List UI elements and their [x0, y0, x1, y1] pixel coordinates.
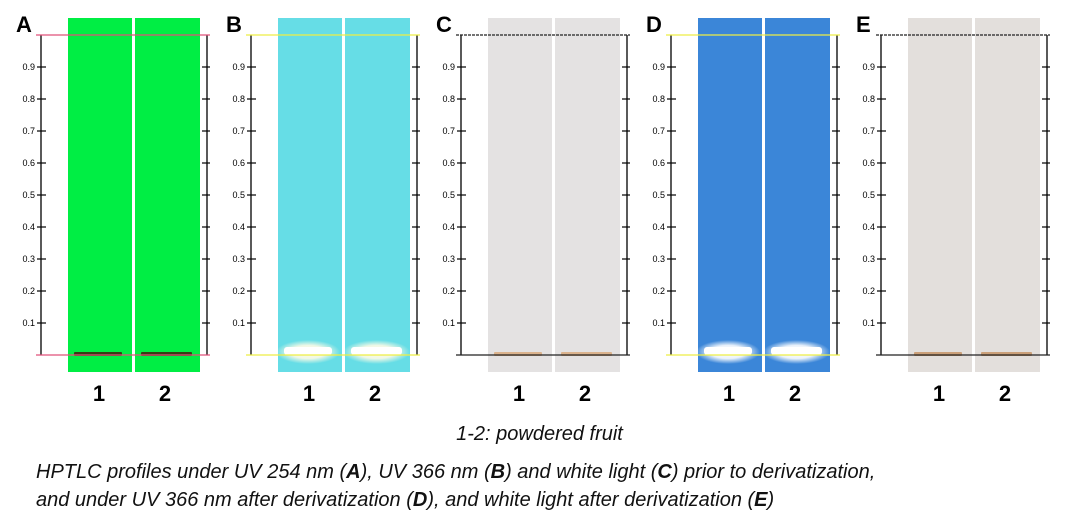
- rf-tick-label-left: 0.4: [442, 222, 455, 232]
- rf-tick-label-left: 0.1: [442, 318, 455, 328]
- rf-tick-label-left: 0.7: [652, 126, 665, 136]
- desc-letter: C: [657, 461, 672, 483]
- desc-text: ) and white light (: [505, 461, 658, 483]
- lane-label-2: 2: [578, 381, 592, 406]
- rf-tick-label-left: 0.4: [652, 222, 665, 232]
- rf-tick-label-left: 0.3: [652, 254, 665, 264]
- rf-tick-label-left: 0.2: [652, 286, 665, 296]
- rf-tick-label-left: 0.6: [652, 158, 665, 168]
- rf-tick-label-left: 0.6: [22, 158, 35, 168]
- rf-tick-label-left: 0.5: [232, 190, 245, 200]
- tlc-track-2: [555, 18, 620, 372]
- tlc-track-1: [278, 18, 342, 372]
- figure-description: HPTLC profiles under UV 254 nm (A), UV 3…: [36, 458, 1076, 514]
- panel-letter: C: [436, 12, 452, 37]
- desc-letter: E: [754, 489, 768, 511]
- rf-tick-label-left: 0.5: [652, 190, 665, 200]
- tlc-plate: [488, 18, 620, 372]
- rf-tick-label-left: 0.3: [862, 254, 875, 264]
- hptlc-panel-b: B0.10.10.20.20.30.30.40.40.50.50.60.60.7…: [210, 0, 420, 420]
- desc-letter: D: [412, 489, 428, 511]
- rf-tick-label-left: 0.9: [862, 62, 875, 72]
- rf-tick-label-left: 0.3: [22, 254, 35, 264]
- desc-text: ): [767, 489, 775, 511]
- rf-tick-label-left: 0.7: [442, 126, 455, 136]
- rf-tick-label-left: 0.8: [442, 94, 455, 104]
- lane-label-1: 1: [932, 381, 946, 406]
- tlc-track-2: [135, 18, 200, 372]
- desc-text: ), and white light after derivatization …: [427, 489, 755, 511]
- lane-label-2: 2: [998, 381, 1012, 406]
- lane-label-1: 1: [302, 381, 316, 406]
- panel-letter: D: [646, 12, 662, 37]
- rf-tick-label-left: 0.6: [232, 158, 245, 168]
- rf-tick-label-left: 0.3: [442, 254, 455, 264]
- rf-tick-label-left: 0.9: [442, 62, 455, 72]
- panel-letter: E: [856, 12, 871, 37]
- tlc-track-1: [908, 18, 972, 372]
- desc-text: and under UV 366 nm after derivatization…: [36, 489, 413, 511]
- panel-letter: B: [226, 12, 242, 37]
- rf-tick-label-left: 0.7: [862, 126, 875, 136]
- hptlc-panel-d: D0.10.10.20.20.30.30.40.40.50.50.60.60.7…: [630, 0, 840, 420]
- desc-text: HPTLC profiles under UV 254 nm (: [36, 461, 347, 483]
- lane-label-1: 1: [512, 381, 526, 406]
- rf-tick-label-left: 0.2: [232, 286, 245, 296]
- tlc-track-1: [488, 18, 552, 372]
- lane-label-2: 2: [368, 381, 382, 406]
- lane-label-1: 1: [722, 381, 736, 406]
- lane-caption: 1-2: powdered fruit: [456, 423, 623, 445]
- hptlc-panel-a: A0.10.10.20.20.30.30.40.40.50.50.60.60.7…: [0, 0, 210, 420]
- rf-tick-label-left: 0.2: [862, 286, 875, 296]
- description-line-1: HPTLC profiles under UV 254 nm (A), UV 3…: [36, 458, 1076, 486]
- rf-tick-label-left: 0.1: [862, 318, 875, 328]
- rf-tick-label-left: 0.4: [232, 222, 245, 232]
- desc-text: ) prior to derivatization,: [671, 461, 876, 483]
- tlc-plate: [68, 18, 200, 372]
- rf-tick-label-left: 0.1: [652, 318, 665, 328]
- rf-tick-label-left: 0.5: [22, 190, 35, 200]
- hptlc-panel-c: C0.10.10.20.20.30.30.40.40.50.50.60.60.7…: [420, 0, 630, 420]
- rf-tick-label-left: 0.8: [652, 94, 665, 104]
- desc-text: ), UV 366 nm (: [360, 461, 491, 483]
- tlc-track-1: [698, 18, 762, 372]
- rf-tick-label-left: 0.7: [232, 126, 245, 136]
- rf-tick-label-left: 0.7: [22, 126, 35, 136]
- tlc-track-2: [975, 18, 1040, 372]
- description-line-2: and under UV 366 nm after derivatization…: [36, 486, 1076, 514]
- hptlc-figure: A 0.1 0.1 0.2 0.2 0.3 0.3 0.4 0.4 0.5 0.5 0.6 0.6 0.7…: [0, 0, 1050, 420]
- rf-tick-label-left: 0.8: [22, 94, 35, 104]
- rf-tick-label-left: 0.6: [862, 158, 875, 168]
- rf-tick-label-left: 0.9: [652, 62, 665, 72]
- tlc-plate: [278, 18, 410, 372]
- lane-label-2: 2: [788, 381, 802, 406]
- tlc-track-1: [68, 18, 132, 372]
- rf-tick-label-left: 0.4: [862, 222, 875, 232]
- rf-tick-label-left: 0.2: [22, 286, 35, 296]
- tlc-track-2: [765, 18, 830, 372]
- panel-letter: A: [16, 12, 32, 37]
- rf-tick-label-left: 0.4: [22, 222, 35, 232]
- tlc-plate: [698, 18, 830, 372]
- rf-tick-label-left: 0.8: [862, 94, 875, 104]
- rf-tick-label-left: 0.9: [22, 62, 35, 72]
- rf-tick-label-left: 0.1: [22, 318, 35, 328]
- tlc-plate: [908, 18, 1040, 372]
- rf-tick-label-left: 0.5: [862, 190, 875, 200]
- rf-tick-label-left: 0.3: [232, 254, 245, 264]
- lane-label-1: 1: [92, 381, 106, 406]
- desc-letter: A: [346, 461, 361, 483]
- rf-tick-label-left: 0.1: [232, 318, 245, 328]
- desc-letter: B: [490, 461, 506, 483]
- tlc-track-2: [345, 18, 410, 372]
- lane-label-2: 2: [158, 381, 172, 406]
- rf-tick-label-left: 0.5: [442, 190, 455, 200]
- rf-tick-label-left: 0.2: [442, 286, 455, 296]
- rf-tick-label-left: 0.9: [232, 62, 245, 72]
- rf-tick-label-left: 0.8: [232, 94, 245, 104]
- rf-tick-label-left: 0.6: [442, 158, 455, 168]
- hptlc-panel-e: E0.10.10.20.20.30.30.40.40.50.50.60.60.7…: [840, 0, 1050, 420]
